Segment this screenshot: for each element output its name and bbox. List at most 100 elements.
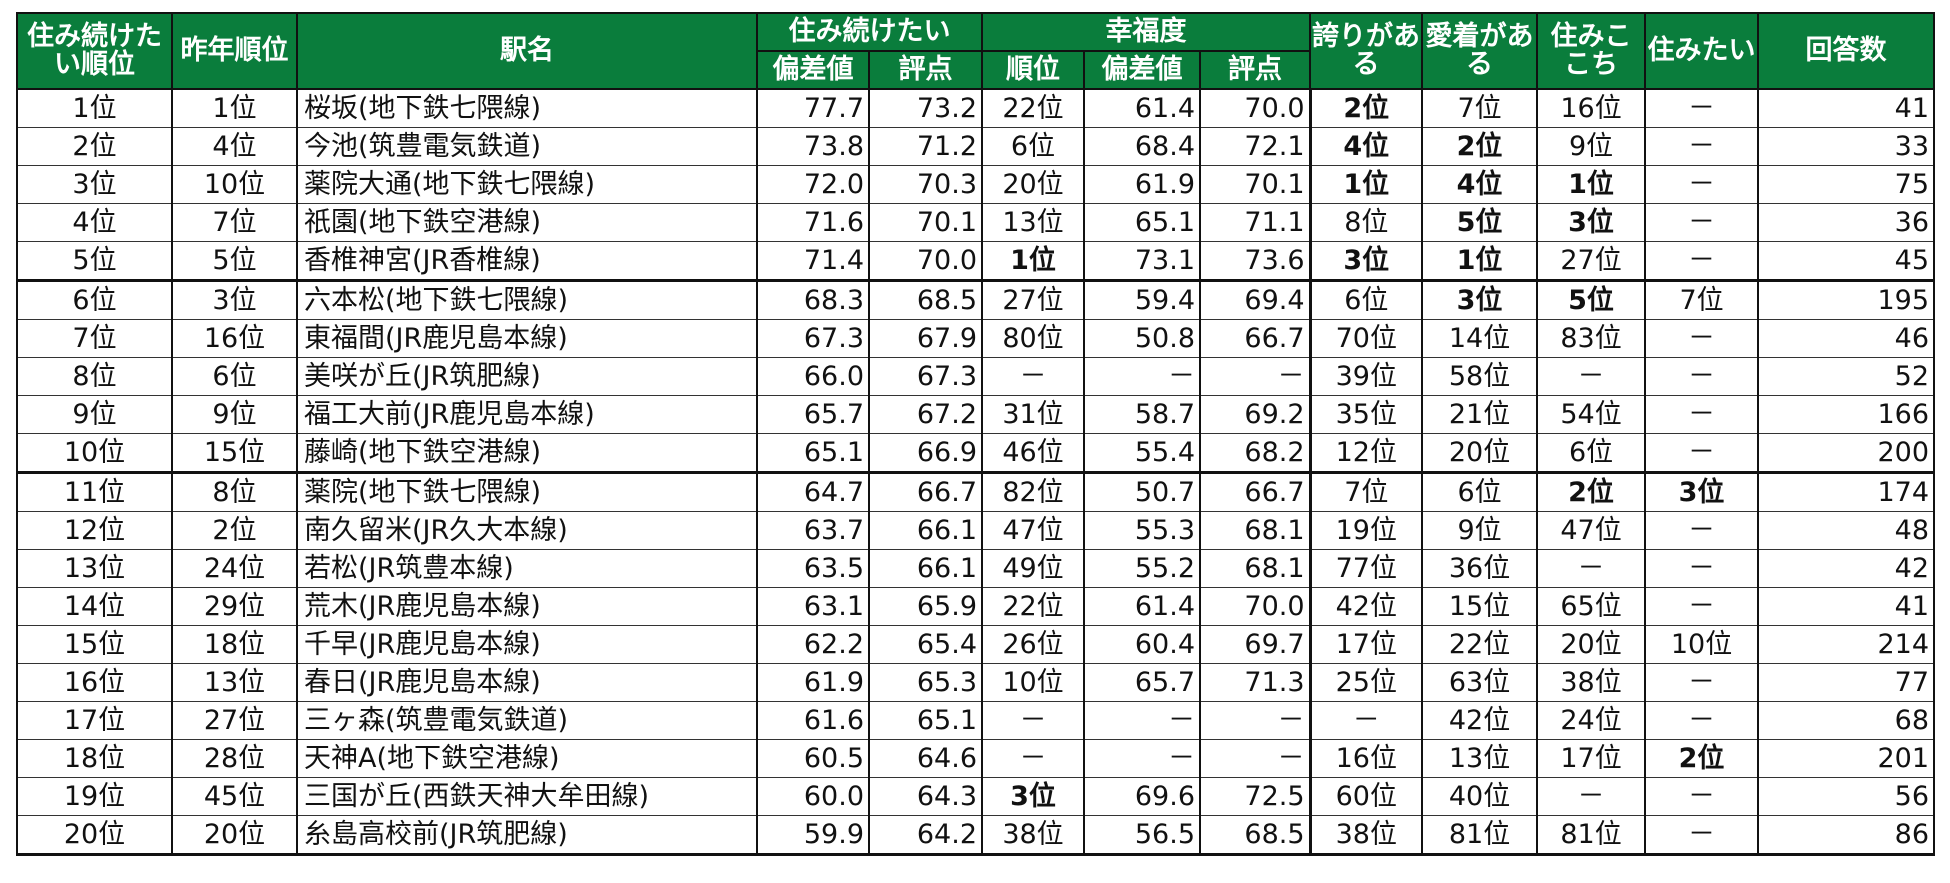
cell-kofukudo-deviation: 61.9 <box>1083 165 1201 204</box>
cell-kofukudo-deviation: 61.4 <box>1083 587 1201 626</box>
cell-station: 三国が丘(西鉄天神大牟田線) <box>296 777 758 816</box>
cell-prev-rank: 16位 <box>171 319 298 358</box>
cell-attachment: 36位 <box>1421 549 1539 588</box>
cell-want-to-live: 3位 <box>1644 472 1760 512</box>
cell-comfort: 47位 <box>1536 511 1647 550</box>
cell-answers: 166 <box>1757 395 1936 434</box>
cell-kofukudo-rank: 47位 <box>981 511 1085 550</box>
cell-rank: 5位 <box>16 241 173 282</box>
header-pride: 誇りがある <box>1309 12 1424 90</box>
cell-answers: 174 <box>1757 472 1936 512</box>
cell-comfort: 38位 <box>1536 663 1647 702</box>
cell-sumitsuzuke-score: 64.3 <box>868 777 983 816</box>
table-row: 19位 45位 三国が丘(西鉄天神大牟田線) 60.0 64.3 3位 69.6 72.5 60… <box>16 777 1936 816</box>
table-row: 20位 20位 糸島高校前(JR筑肥線) 59.9 64.2 38位 56.5 68.5 38位… <box>16 815 1936 856</box>
cell-sumitsuzuke-score: 64.2 <box>868 815 983 856</box>
cell-prev-rank: 20位 <box>171 815 298 856</box>
cell-comfort: 2位 <box>1536 472 1647 512</box>
cell-pride: 77位 <box>1308 549 1424 588</box>
cell-rank: 6位 <box>16 280 173 320</box>
cell-sumitsuzuke-score: 68.5 <box>868 280 983 320</box>
cell-kofukudo-deviation: 61.4 <box>1083 89 1201 128</box>
cell-rank: 15位 <box>16 625 173 664</box>
cell-prev-rank: 15位 <box>171 433 298 474</box>
cell-station: 糸島高校前(JR筑肥線) <box>296 815 758 856</box>
cell-prev-rank: 24位 <box>171 549 298 588</box>
table-row: 15位 18位 千早(JR鹿児島本線) 62.2 65.4 26位 60.4 69.7 17位 2… <box>16 625 1936 664</box>
cell-kofukudo-deviation: 59.4 <box>1083 280 1201 320</box>
cell-attachment: 9位 <box>1421 511 1539 550</box>
cell-attachment: 13位 <box>1421 739 1539 778</box>
cell-sumitsuzuke-score: 70.3 <box>868 165 983 204</box>
cell-attachment: 6位 <box>1421 472 1539 512</box>
cell-attachment: 14位 <box>1421 319 1539 358</box>
cell-prev-rank: 29位 <box>171 587 298 626</box>
cell-sumitsuzuke-score: 67.2 <box>868 395 983 434</box>
cell-pride: 4位 <box>1308 127 1424 166</box>
cell-attachment: 20位 <box>1421 433 1539 474</box>
header-station: 駅名 <box>296 12 758 90</box>
header-kofukudo-rank: 順位 <box>981 50 1085 90</box>
cell-prev-rank: 3位 <box>171 280 298 320</box>
cell-station: 福工大前(JR鹿児島本線) <box>296 395 758 434</box>
cell-prev-rank: 2位 <box>171 511 298 550</box>
cell-rank: 1位 <box>16 89 173 128</box>
table-row: 5位 5位 香椎神宮(JR香椎線) 71.4 70.0 1位 73.1 73.6 3位 1位 27位… <box>16 241 1936 282</box>
cell-sumitsuzuke-score: 65.4 <box>868 625 983 664</box>
cell-answers: 52 <box>1757 357 1936 396</box>
cell-kofukudo-rank: 27位 <box>981 280 1085 320</box>
cell-kofukudo-score: － <box>1198 357 1312 396</box>
cell-want-to-live: － <box>1644 815 1760 856</box>
cell-want-to-live: － <box>1644 241 1760 282</box>
cell-kofukudo-score: － <box>1198 739 1312 778</box>
table-row: 11位 8位 薬院(地下鉄七隈線) 64.7 66.7 82位 50.7 66.7 7位 6位 2位… <box>16 472 1936 512</box>
cell-attachment: 5位 <box>1421 203 1539 242</box>
cell-answers: 33 <box>1757 127 1936 166</box>
cell-attachment: 58位 <box>1421 357 1539 396</box>
cell-station: 桜坂(地下鉄七隈線) <box>296 89 758 128</box>
cell-comfort: 54位 <box>1536 395 1647 434</box>
table-row: 4位 7位 祇園(地下鉄空港線) 71.6 70.1 13位 65.1 71.1 8位 5位 3位－… <box>16 203 1936 242</box>
cell-answers: 56 <box>1757 777 1936 816</box>
cell-kofukudo-deviation: 50.8 <box>1083 319 1201 358</box>
table-row: 1位 1位 桜坂(地下鉄七隈線) 77.7 73.2 22位 61.4 70.0 2位 7位 16位… <box>16 89 1936 128</box>
cell-station: 香椎神宮(JR香椎線) <box>296 241 758 282</box>
cell-sumitsuzuke-score: 70.0 <box>868 241 983 282</box>
ranking-table-wrapper: 住み続けたい順位 昨年順位 駅名 住み続けたい 幸福度 誇りがある 愛着がある … <box>16 12 1936 856</box>
cell-prev-rank: 9位 <box>171 395 298 434</box>
cell-station: 藤崎(地下鉄空港線) <box>296 433 758 474</box>
cell-attachment: 7位 <box>1421 89 1539 128</box>
cell-station: 春日(JR鹿児島本線) <box>296 663 758 702</box>
cell-station: 祇園(地下鉄空港線) <box>296 203 758 242</box>
cell-sumitsuzuke-score: 66.9 <box>868 433 983 474</box>
cell-kofukudo-score: 68.1 <box>1198 511 1312 550</box>
cell-prev-rank: 4位 <box>171 127 298 166</box>
cell-want-to-live: － <box>1644 89 1760 128</box>
cell-answers: 75 <box>1757 165 1936 204</box>
cell-kofukudo-deviation: 68.4 <box>1083 127 1201 166</box>
cell-pride: 17位 <box>1308 625 1424 664</box>
cell-answers: 41 <box>1757 587 1936 626</box>
cell-kofukudo-score: 70.0 <box>1198 89 1312 128</box>
cell-kofukudo-deviation: 56.5 <box>1083 815 1201 856</box>
cell-prev-rank: 45位 <box>171 777 298 816</box>
cell-sumitsuzuke-score: 64.6 <box>868 739 983 778</box>
cell-prev-rank: 18位 <box>171 625 298 664</box>
cell-sumitsuzuke-deviation: 73.8 <box>756 127 870 166</box>
cell-attachment: 81位 <box>1421 815 1539 856</box>
cell-answers: 195 <box>1757 280 1936 320</box>
cell-comfort: － <box>1536 777 1647 816</box>
header-rank: 住み続けたい順位 <box>16 12 173 90</box>
cell-sumitsuzuke-deviation: 72.0 <box>756 165 870 204</box>
cell-comfort: 5位 <box>1536 280 1647 320</box>
cell-attachment: 3位 <box>1421 280 1539 320</box>
cell-sumitsuzuke-score: 73.2 <box>868 89 983 128</box>
cell-pride: 42位 <box>1308 587 1424 626</box>
cell-attachment: 4位 <box>1421 165 1539 204</box>
cell-kofukudo-deviation: － <box>1083 357 1201 396</box>
cell-station: 六本松(地下鉄七隈線) <box>296 280 758 320</box>
cell-want-to-live: － <box>1644 395 1760 434</box>
cell-sumitsuzuke-score: 66.7 <box>868 472 983 512</box>
cell-kofukudo-rank: 22位 <box>981 587 1085 626</box>
table-body: 1位 1位 桜坂(地下鉄七隈線) 77.7 73.2 22位 61.4 70.0 2位 7位 16位… <box>16 89 1936 856</box>
